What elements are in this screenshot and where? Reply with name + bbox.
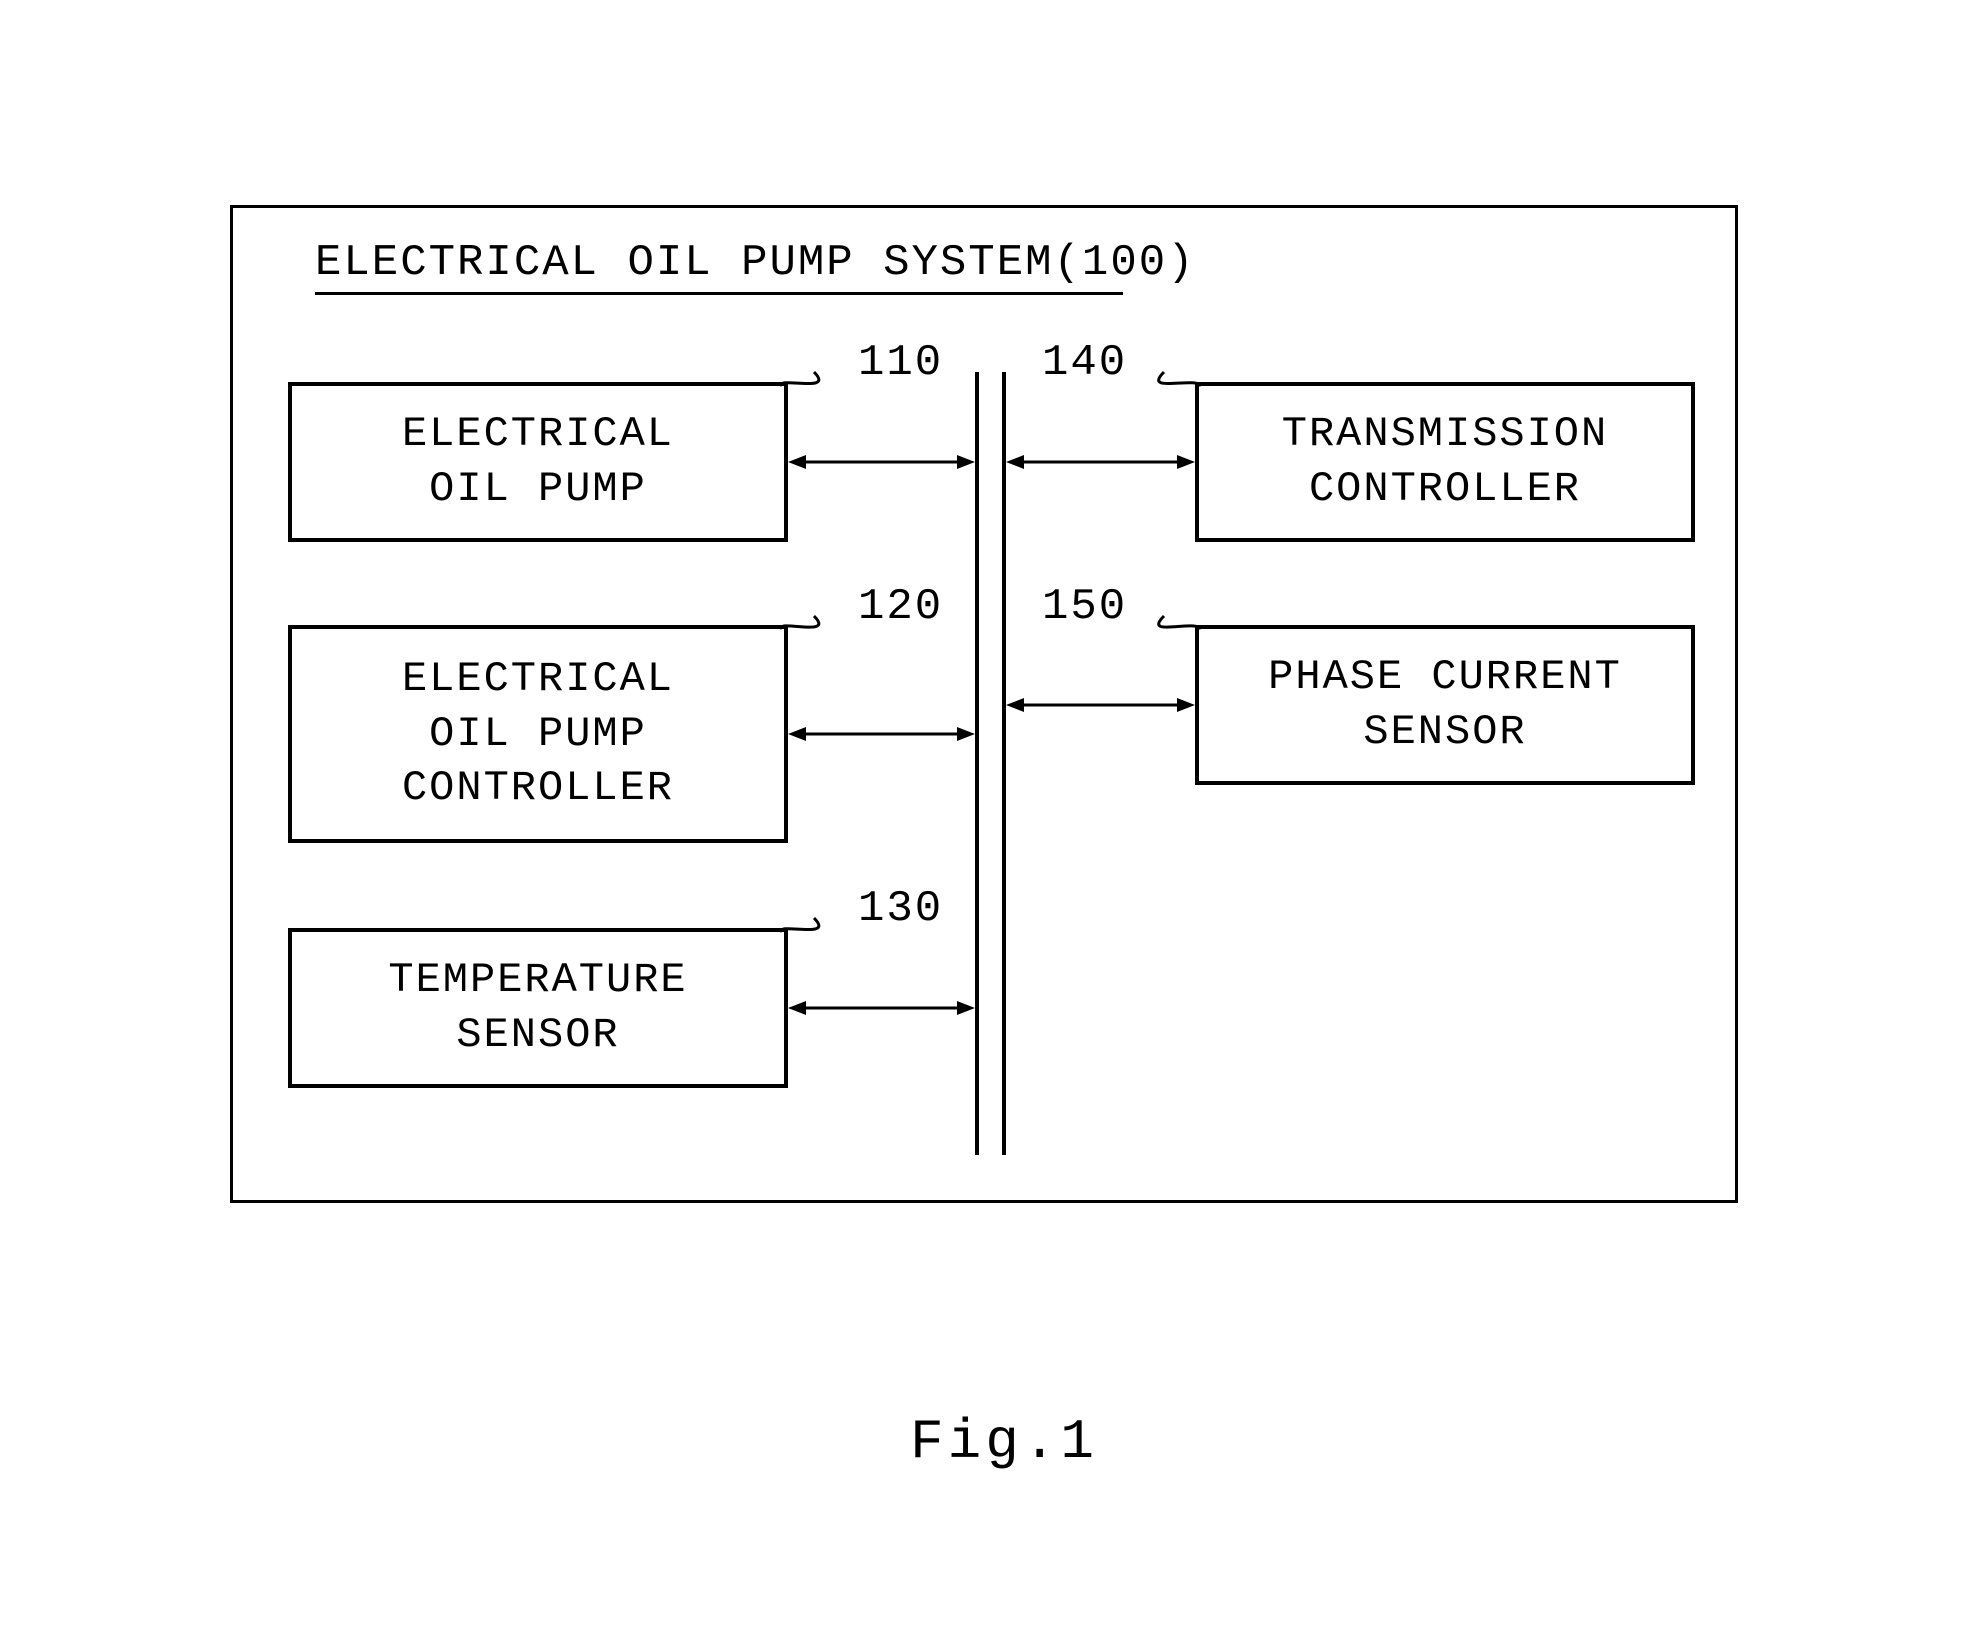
ref-label-130: 130	[858, 884, 943, 934]
page: ELECTRICAL OIL PUMP SYSTEM(100) ELECTRIC…	[0, 0, 1983, 1648]
figure-label: Fig.1	[910, 1410, 1098, 1474]
block-phase-current-sensor: PHASE CURRENT SENSOR	[1195, 625, 1695, 785]
bus-line-2	[1002, 372, 1006, 1155]
block-transmission-controller: TRANSMISSION CONTROLLER	[1195, 382, 1695, 542]
system-title-underline	[315, 292, 1123, 295]
block-electrical-oil-pump: ELECTRICAL OIL PUMP	[288, 382, 788, 542]
block-electrical-oil-pump-controller: ELECTRICAL OIL PUMP CONTROLLER	[288, 625, 788, 843]
ref-label-110: 110	[858, 338, 943, 388]
block-temperature-sensor: TEMPERATURE SENSOR	[288, 928, 788, 1088]
ref-label-120: 120	[858, 582, 943, 632]
ref-label-150: 150	[1042, 582, 1127, 632]
system-title: ELECTRICAL OIL PUMP SYSTEM(100)	[315, 238, 1196, 288]
ref-label-140: 140	[1042, 338, 1127, 388]
bus-line-1	[975, 372, 979, 1155]
